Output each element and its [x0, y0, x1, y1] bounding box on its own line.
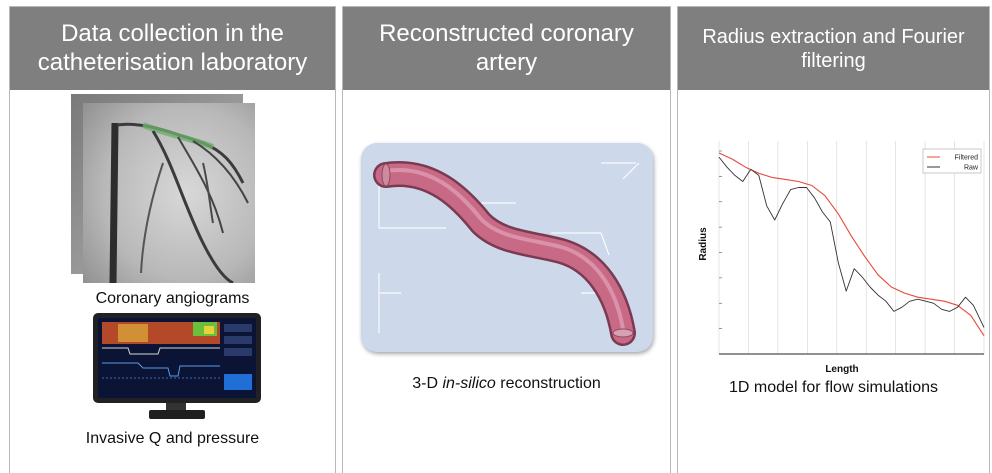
panel-header: Reconstructed coronary artery [343, 7, 670, 90]
x-axis-label: Length [825, 364, 858, 375]
panel-header: Radius extraction and Fourier filtering [678, 7, 989, 90]
panel-title-line1: Radius extraction and Fourier [702, 25, 965, 48]
radius-chart: Radius Length Filtered Raw [698, 141, 985, 375]
legend-raw: Raw [964, 165, 979, 172]
monitor-neck [166, 403, 186, 410]
panel-title-line2: catheterisation laboratory [37, 48, 308, 76]
y-axis-label: Radius [698, 227, 709, 261]
panel-data-collection: Data collection in the catheterisation l… [9, 6, 336, 473]
caption-italic: in-silico [442, 375, 496, 392]
angiogram-caption: Coronary angiograms [95, 290, 250, 307]
reconstruction-caption: 3-D in-silico reconstruction [343, 375, 670, 393]
panel-title-line2: artery [475, 48, 538, 76]
monitor-screen [98, 318, 256, 398]
panel-radius: Radius extraction and Fourier filtering … [677, 6, 990, 473]
monitor-base [149, 410, 205, 419]
series-line-filtered [718, 152, 985, 336]
series-line-raw [718, 156, 985, 328]
caption-suffix: reconstruction [495, 375, 601, 392]
artery-3d-view [361, 143, 653, 352]
panel-title-line1: Data collection in the [61, 19, 284, 47]
panel-reconstruction: Reconstructed coronary artery 3-D in-sil… [342, 6, 671, 473]
angiogram-image [83, 103, 255, 285]
radius-caption: 1D model for flow simulations [729, 379, 938, 396]
panel-title-line2: filtering [801, 49, 866, 72]
caption-prefix: 3-D [412, 375, 443, 392]
panel-header: Data collection in the catheterisation l… [10, 7, 335, 90]
chart-grid [718, 141, 985, 355]
chart-lines [718, 152, 985, 336]
panel-title-line1: Reconstructed coronary [379, 19, 634, 47]
monitor-caption: Invasive Q and pressure [85, 430, 260, 447]
pressure-monitor [93, 313, 261, 403]
chart-legend: Filtered Raw [922, 148, 982, 174]
legend-filtered: Filtered [955, 155, 978, 162]
